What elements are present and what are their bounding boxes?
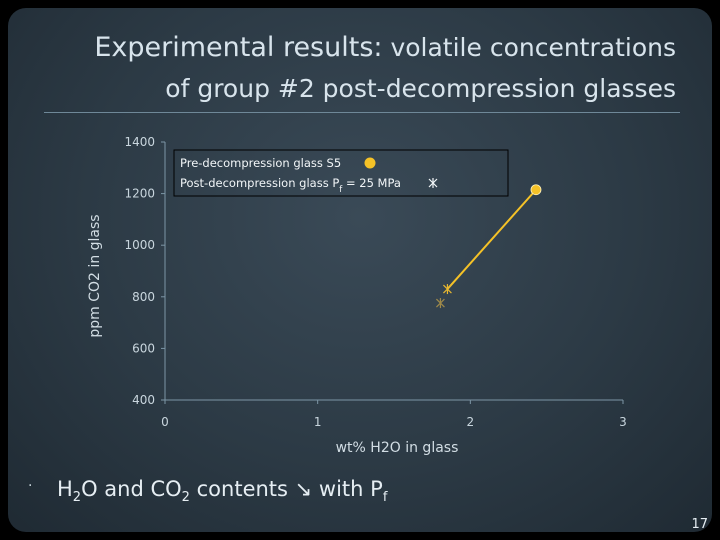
x-tick-label: 1 [314, 415, 322, 429]
data-point-asterisk-ghost [436, 298, 445, 309]
y-tick-label: 600 [132, 341, 155, 355]
connector-line [446, 189, 537, 290]
slide-background [8, 8, 712, 532]
y-tick-label: 800 [132, 290, 155, 304]
x-tick-label: 2 [467, 415, 475, 429]
x-tick-label: 0 [161, 415, 169, 429]
caption-sub-2: 2 [181, 490, 190, 506]
caption-part-2: O and CO [81, 477, 182, 501]
legend-entry-post: Post-decompression glass Pf = 25 MPa [180, 176, 401, 195]
axes: 400 600 800 1000 1200 1400 0 1 2 3 wt% H2O in glas… [87, 135, 627, 456]
slide-caption: H2O and CO2 contents ↘ with Pf [57, 477, 387, 505]
caption-sub-3: f [382, 490, 388, 506]
data-point-asterisk [443, 284, 452, 295]
caption-part-1: H [57, 477, 73, 501]
chart-marks [436, 184, 542, 309]
y-axis-label: ppm CO2 in glass [87, 214, 103, 337]
chart-legend: Pre-decompression glass S5 Post-decompres… [173, 149, 509, 197]
title-divider [44, 112, 680, 113]
caption-part-3: contents ↘ with P [189, 477, 383, 501]
slide-title-lead: Experimental results: [94, 32, 383, 63]
data-point-circle [530, 184, 542, 196]
legend-entry-pre: Pre-decompression glass S5 [180, 156, 341, 170]
y-tick-label: 1200 [124, 187, 155, 201]
y-tick-label: 1400 [124, 135, 155, 149]
legend-box [173, 149, 509, 197]
legend-marker-asterisk [428, 178, 438, 188]
x-tick-label: 3 [619, 415, 627, 429]
y-tick-label: 1000 [124, 238, 155, 252]
slide-title-rest: volatile concentrations [382, 33, 676, 62]
slide-title-line-1: Experimental results: volatile concentra… [94, 34, 676, 61]
x-axis-label: wt% H2O in glass [336, 440, 459, 456]
y-tick-label: 400 [132, 393, 155, 407]
page-number: 17 [691, 517, 708, 532]
caption-sub-1: 2 [72, 490, 82, 506]
slide-title-line-2: of group #2 post-decompression glasses [165, 74, 676, 103]
caption-bullet: · [28, 478, 33, 494]
legend-marker-circle [364, 157, 376, 169]
